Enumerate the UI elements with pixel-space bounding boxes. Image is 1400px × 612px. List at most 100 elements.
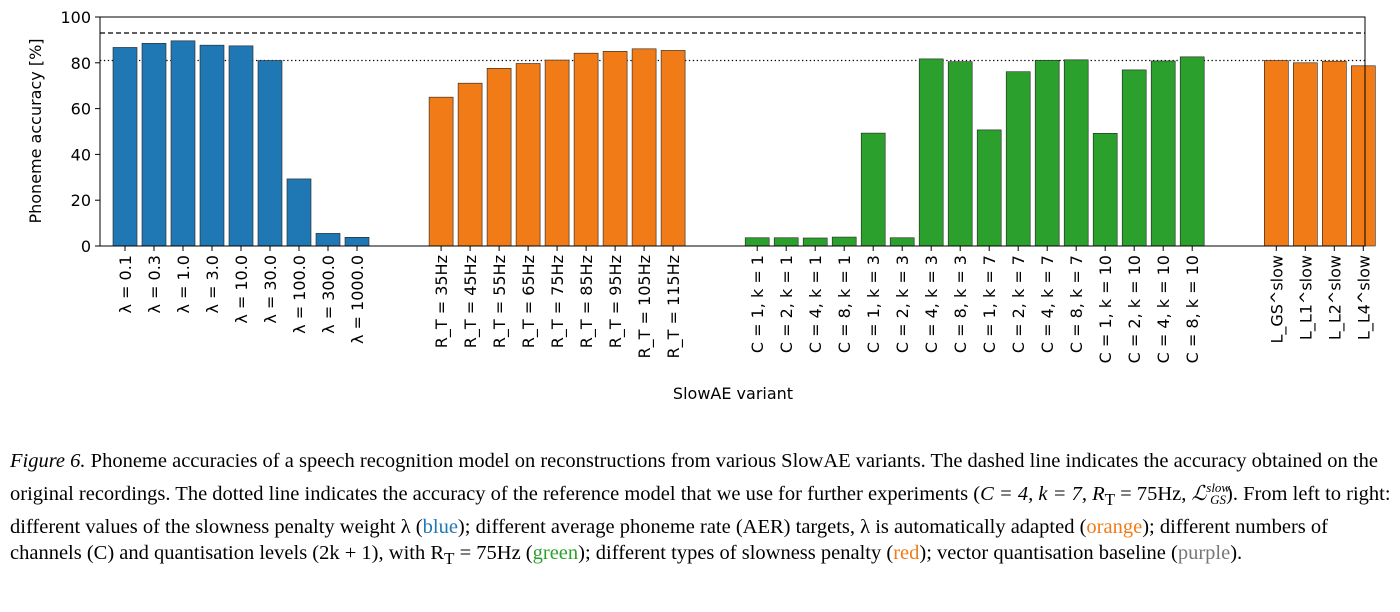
bar: [1322, 60, 1347, 247]
bar: [1293, 62, 1318, 247]
x-tick-label: C = 1, k = 10: [1096, 255, 1115, 363]
x-tick-label: λ = 0.1: [116, 255, 135, 314]
x-tick-label: λ = 300.0: [319, 255, 338, 334]
x-tick-label: C = 8, k = 7: [1067, 255, 1086, 353]
bar: [1092, 133, 1118, 247]
x-tick-label: λ = 3.0: [203, 255, 222, 314]
x-tick-label: C = 4, k = 1: [806, 255, 825, 353]
caption-rt-sub: T: [444, 549, 455, 569]
bar: [660, 50, 686, 247]
x-tick-label: λ = 100.0: [290, 255, 309, 334]
caption-ref-rate: = 75Hz,: [1115, 482, 1192, 505]
bar: [802, 237, 828, 247]
y-axis-label: Phoneme accuracy [%]: [26, 38, 45, 223]
x-tick-label: C = 2, k = 1: [777, 255, 796, 353]
x-tick-label: R_T = 55Hz: [490, 255, 510, 348]
bar: [515, 63, 541, 247]
caption-green-word: green: [532, 542, 579, 565]
caption-text-2f: ); vector quantisation baseline (: [919, 542, 1178, 565]
bar: [199, 44, 225, 247]
bar: [428, 96, 454, 247]
x-tick-label: C = 4, k = 10: [1154, 255, 1173, 363]
bar: [947, 61, 973, 247]
x-tick-label: C = 2, k = 7: [1009, 255, 1028, 353]
bar: [1005, 71, 1031, 247]
caption-ref-params: C = 4, k = 7, R: [980, 482, 1105, 505]
x-tick-label: C = 4, k = 3: [922, 255, 941, 353]
bar: [228, 45, 254, 247]
caption-red-word: red: [893, 542, 920, 565]
caption-figure-label: Figure 6.: [10, 450, 86, 472]
bar: [457, 82, 483, 247]
x-tick-label: C = 8, k = 10: [1183, 255, 1202, 363]
caption-text-2c: ); different numbers of channels (C) and…: [10, 515, 1328, 565]
x-tick-label: C = 4, k = 7: [1038, 255, 1057, 353]
bar: [1121, 69, 1147, 247]
x-axis-label: SlowAE variant: [673, 384, 793, 403]
x-tick-label: L_L1^slow: [1296, 255, 1316, 340]
x-tick-label: R_T = 115Hz: [664, 255, 684, 358]
bar: [1264, 60, 1289, 247]
caption-text-2a: ). From left to right: different values …: [10, 482, 1391, 538]
x-tick-label: R_T = 35Hz: [432, 255, 452, 348]
caption-text-2g: ).: [1230, 542, 1243, 565]
bar: [1351, 65, 1376, 247]
caption-text-2e: ); different types of slowness penalty (: [578, 542, 894, 565]
plot-area: 0 20 40 60 80 100 λ = 0.1 λ = 0.3 λ = 1.0 λ = 3.0…: [60, 8, 1376, 363]
bar: [315, 233, 341, 247]
x-tick-label: λ = 1000.0: [348, 255, 367, 344]
x-tick-label: R_T = 65Hz: [519, 255, 539, 348]
caption-ref-loss-sup: slow: [1206, 479, 1231, 495]
bar: [831, 236, 857, 247]
y-tick-label: 40: [71, 145, 91, 164]
caption-text-2b: ); different average phoneme rate (AER) …: [457, 515, 1087, 538]
y-tick-label: 60: [71, 100, 91, 119]
y-tick-label: 20: [71, 191, 91, 210]
bar: [1150, 60, 1176, 247]
caption-ref-loss: ℒ: [1191, 482, 1207, 505]
bar: [602, 51, 628, 247]
y-tick-label: 100: [60, 8, 91, 27]
y-tick-label: 80: [71, 54, 91, 73]
x-tick-label: L_GS^slow: [1267, 255, 1287, 344]
x-tick-label: C = 2, k = 10: [1125, 255, 1144, 363]
x-tick-label: C = 1, k = 3: [864, 255, 883, 353]
bar: [257, 60, 283, 247]
x-tick-label: R_T = 75Hz: [548, 255, 568, 348]
bar: [170, 40, 196, 247]
x-tick-label: C = 2, k = 3: [893, 255, 912, 353]
bar: [860, 132, 886, 247]
y-tick-label: 0: [81, 237, 91, 256]
bar: [1034, 59, 1060, 247]
bar: [286, 178, 312, 247]
bar: [544, 59, 570, 247]
bar: [631, 48, 657, 247]
x-tick-label: λ = 1.0: [174, 255, 193, 314]
bar-chart: 0 20 40 60 80 100 λ = 0.1 λ = 0.3 λ = 1.0 λ = 3.0…: [26, 8, 1376, 403]
x-tick-label: λ = 30.0: [261, 255, 280, 324]
caption-text-1: Phoneme accuracies of a speech recogniti…: [10, 450, 1378, 505]
x-tick-label: L_L4^slow: [1354, 255, 1374, 340]
bar: [1179, 56, 1205, 247]
caption-orange-word: orange: [1086, 515, 1143, 538]
bar: [1063, 59, 1089, 247]
x-tick-label: C = 8, k = 1: [835, 255, 854, 353]
bar: [573, 52, 599, 247]
bar: [486, 67, 512, 247]
x-tick-label: C = 1, k = 7: [980, 255, 999, 353]
x-tick-label: R_T = 45Hz: [461, 255, 481, 348]
bar: [344, 236, 370, 247]
x-tick-label: C = 1, k = 1: [748, 255, 767, 353]
x-tick-label: L_L2^slow: [1325, 255, 1345, 340]
caption-blue-word: blue: [422, 515, 458, 538]
bar: [889, 237, 915, 247]
caption-ref-sub: T: [1104, 489, 1116, 509]
plot-frame: [99, 16, 1366, 247]
bar: [112, 47, 138, 247]
bar: [141, 43, 167, 247]
x-tick-label: R_T = 95Hz: [606, 255, 626, 348]
bar: [976, 129, 1002, 247]
x-tick-label: C = 8, k = 3: [951, 255, 970, 353]
caption-purple-word: purple: [1177, 542, 1231, 565]
x-tick-label: R_T = 105Hz: [635, 255, 655, 358]
